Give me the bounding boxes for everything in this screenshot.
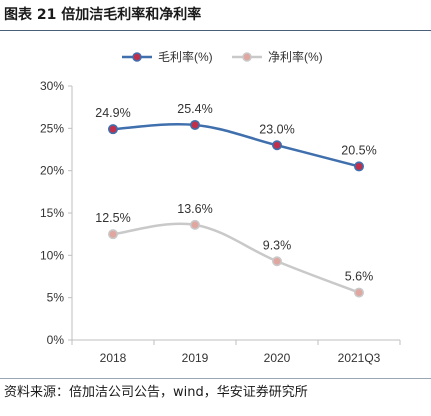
y-tick-label: 30%	[40, 79, 64, 93]
chart-data-labels: 24.9% 25.4% 23.0% 20.5% 12.5% 13.6% 9.3% 5.6%	[95, 102, 376, 284]
x-tick-label: 2018	[100, 351, 127, 365]
gross-point	[353, 161, 364, 172]
legend-item-gross: 毛利率(%)	[122, 49, 213, 64]
title-divider	[0, 30, 431, 31]
gross-point	[108, 124, 119, 135]
gross-value-label: 25.4%	[177, 102, 212, 116]
chart-legend: 毛利率(%) 净利率(%)	[122, 49, 323, 64]
gross-value-label: 20.5%	[341, 143, 376, 157]
gross-value-label: 23.0%	[259, 122, 294, 136]
net-line	[112, 222, 360, 294]
chart-series	[108, 119, 364, 298]
x-tick-label: 2021Q3	[338, 351, 381, 365]
y-tick-label: 25%	[40, 121, 64, 135]
source-divider	[0, 378, 431, 379]
gross-value-label: 24.9%	[95, 106, 130, 120]
x-tick-label: 2019	[182, 351, 209, 365]
net-value-label: 9.3%	[263, 238, 292, 252]
net-point	[271, 256, 282, 267]
net-value-label: 5.6%	[345, 270, 374, 284]
legend-swatch-marker	[132, 52, 142, 62]
y-tick-label: 20%	[40, 164, 64, 178]
gross-point	[190, 119, 201, 130]
y-tick-label: 15%	[40, 206, 64, 220]
chart-axes: 0% 5% 10% 15% 20% 25% 30% 2018 2019 2020 2021Q3	[40, 79, 401, 365]
gross-point	[271, 140, 282, 151]
net-value-label: 12.5%	[95, 211, 130, 225]
net-point	[190, 219, 201, 230]
net-point	[108, 229, 119, 240]
legend-swatch-marker	[242, 52, 252, 62]
y-tick-label: 10%	[40, 248, 64, 262]
y-tick-label: 0%	[47, 333, 65, 347]
figure-title: 图表 21 倍加洁毛利率和净利率	[4, 7, 202, 23]
gross-line	[112, 122, 360, 168]
y-tick-label: 5%	[47, 291, 65, 305]
legend-item-net: 净利率(%)	[232, 49, 323, 64]
legend-label: 毛利率(%)	[158, 49, 213, 64]
net-value-label: 13.6%	[177, 202, 212, 216]
x-tick-label: 2020	[264, 351, 291, 365]
net-point	[353, 287, 364, 298]
legend-label: 净利率(%)	[268, 49, 323, 64]
source-note: 资料来源：倍加洁公司公告，wind，华安证券研究所	[4, 385, 308, 400]
line-chart: 毛利率(%) 净利率(%) 0% 5% 10% 15% 20% 25% 30% 2018 2019…	[40, 49, 401, 365]
